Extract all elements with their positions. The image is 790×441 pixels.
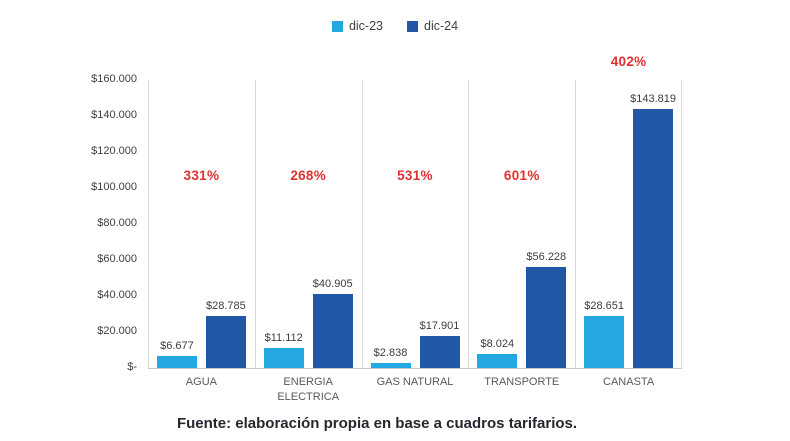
- y-axis-tick-label: $60.000: [97, 253, 137, 265]
- bar-dic-24-energia-electrica: [312, 294, 353, 368]
- bar-dic-23-transporte: [477, 353, 518, 368]
- bar-dic-24-canasta: [633, 109, 674, 368]
- legend-item-dic-23: dic-23: [331, 19, 383, 33]
- bar-value-label: $2.838: [373, 346, 408, 359]
- pct-change-label: 531%: [397, 168, 433, 183]
- bar-value-label: $28.785: [206, 300, 246, 313]
- bar-dic-24-gas-natural: [419, 335, 460, 368]
- bar-dic-24-transporte: [526, 266, 567, 368]
- bar-dic-23-canasta: [584, 316, 625, 368]
- bar-dic-23-agua: [156, 355, 197, 368]
- category-gridline: [681, 80, 682, 368]
- category-gridline: [361, 80, 363, 368]
- bar-value-label: $6.677: [160, 339, 194, 352]
- legend-swatch-dic-23: [331, 20, 343, 32]
- y-axis-tick-label: $40.000: [97, 289, 137, 301]
- y-axis-tick-label: $-: [127, 361, 137, 373]
- y-axis-tick-label: $100.000: [91, 181, 137, 193]
- bar-value-label: $40.905: [312, 278, 353, 291]
- legend-item-dic-24: dic-24: [407, 19, 458, 33]
- legend-swatch-dic-24: [407, 20, 418, 32]
- y-axis-line: [148, 80, 149, 368]
- bar-value-label: $143.819: [630, 93, 677, 106]
- bar-dic-24-agua: [205, 316, 246, 368]
- category-gridline: [575, 80, 577, 368]
- pct-change-label: 601%: [503, 168, 540, 183]
- category-gridline: [468, 80, 470, 368]
- legend-label: dic-24: [424, 19, 459, 33]
- y-axis-tick-label: $120.000: [91, 145, 137, 157]
- bar-value-label: $56.228: [526, 250, 567, 263]
- category-gridline: [254, 80, 256, 368]
- bar-value-label: $11.112: [264, 332, 303, 344]
- x-axis-label: CANASTA: [603, 376, 655, 388]
- y-axis-tick-label: $160.000: [91, 73, 137, 85]
- x-axis-label: AGUA: [185, 376, 217, 388]
- bar-value-label: $17.901: [419, 319, 460, 332]
- x-axis-label: ENERGIA ELECTRICA: [277, 376, 340, 403]
- y-axis-tick-label: $20.000: [97, 325, 137, 337]
- bar-dic-23-energia-electrica: [263, 348, 304, 368]
- pct-change-label: 402%: [610, 54, 647, 69]
- plot-area: $6.677 $28.785 331% AGUA $11.112 $40.905 268% E…: [148, 54, 682, 403]
- chart-legend: dic-23 dic-24: [0, 19, 790, 33]
- bar-dic-23-gas-natural: [370, 362, 411, 368]
- y-axis: $160.000 $140.000 $120.000 $100.000 $80.000 $…: [0, 0, 150, 441]
- x-axis-label: GAS NATURAL: [376, 376, 454, 388]
- source-note: Fuente: elaboración propia en base a cua…: [176, 415, 578, 432]
- bar-value-label: $8.024: [480, 337, 515, 350]
- pct-change-label: 268%: [290, 168, 327, 183]
- bar-value-label: $28.651: [584, 300, 624, 313]
- pct-change-label: 331%: [183, 168, 220, 183]
- y-axis-tick-label: $80.000: [97, 217, 137, 229]
- y-axis-tick-label: $140.000: [91, 109, 137, 121]
- legend-label: dic-23: [348, 19, 383, 33]
- x-axis-label: TRANSPORTE: [484, 376, 560, 388]
